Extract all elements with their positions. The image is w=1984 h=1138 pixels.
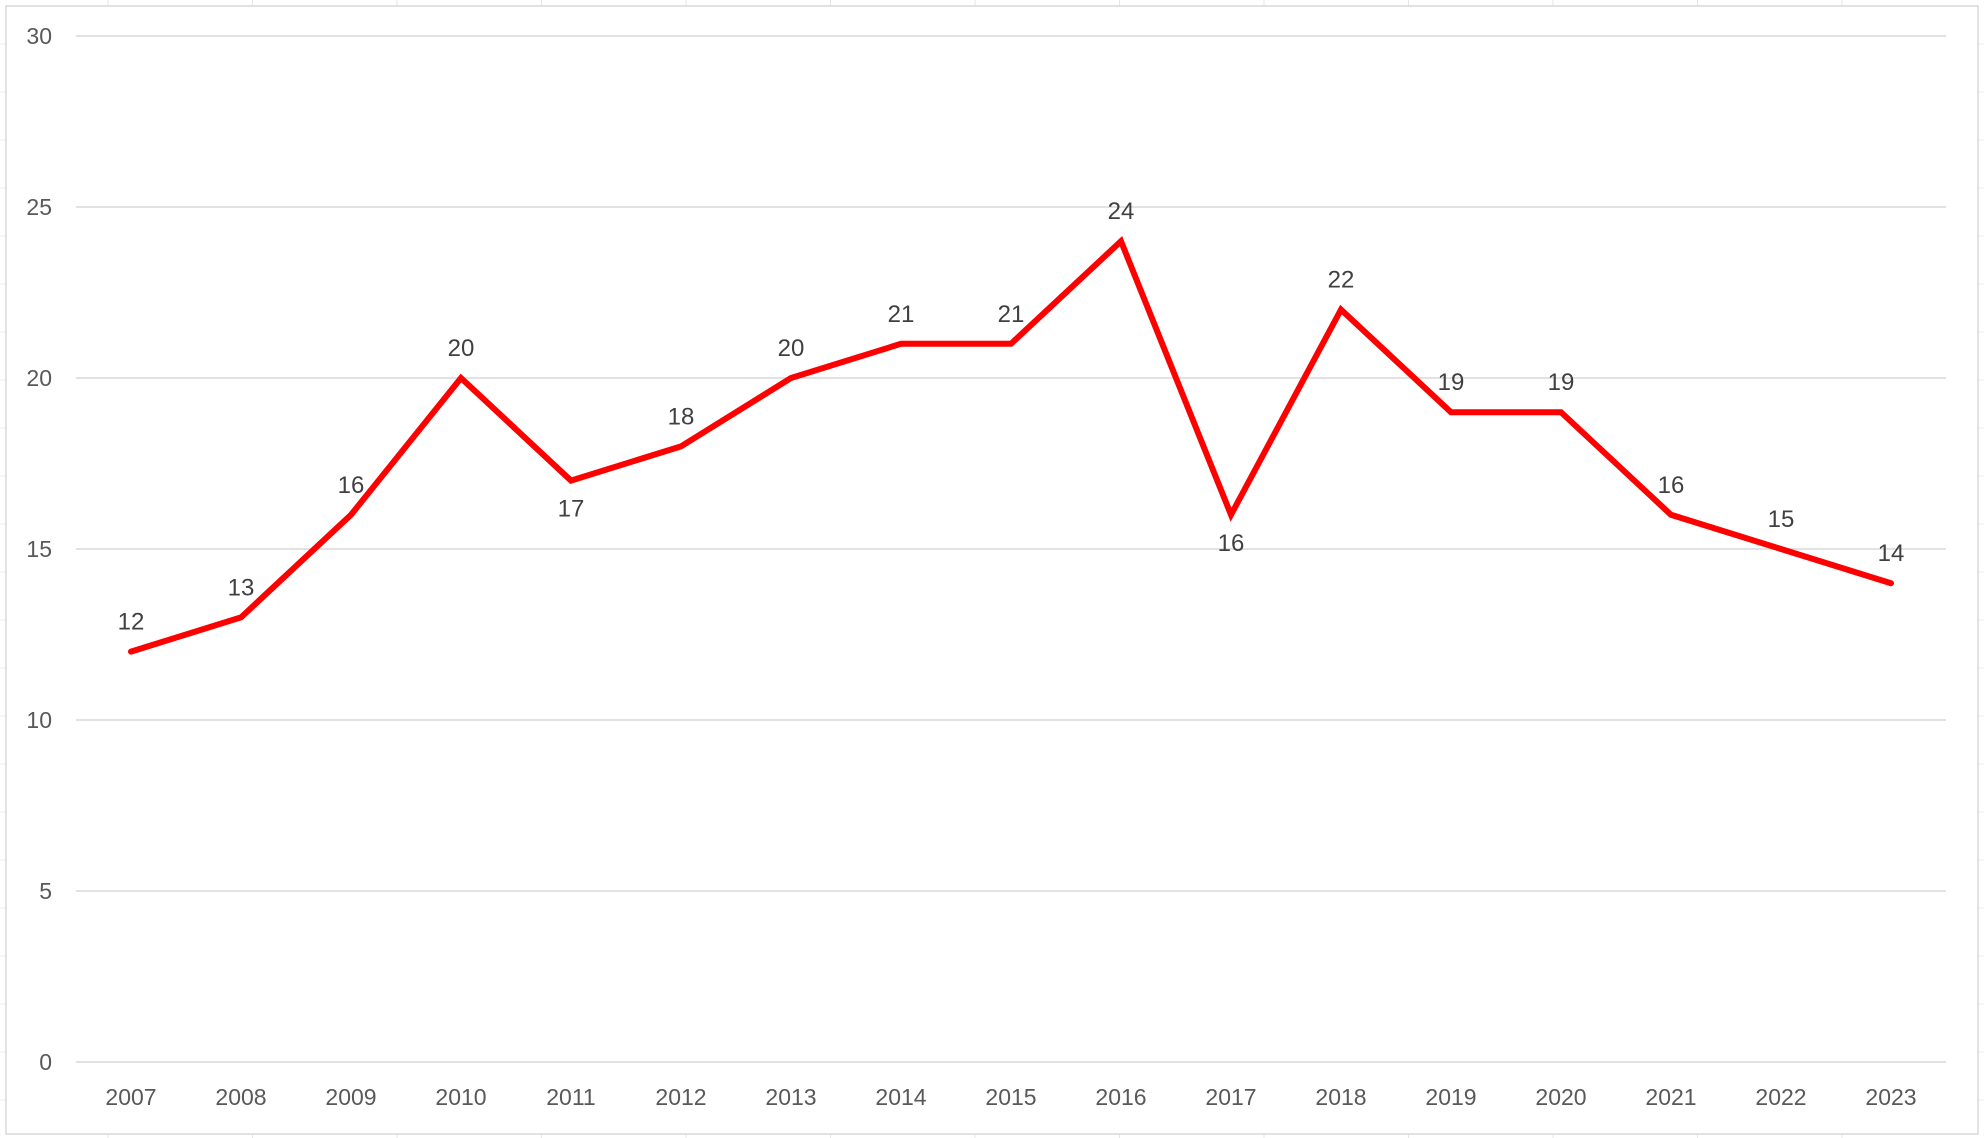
y-gridlines (76, 35, 1946, 1063)
data-label: 15 (1768, 506, 1795, 533)
chart-area[interactable] (5, 5, 1979, 1135)
x-tick-label: 2013 (765, 1084, 816, 1110)
data-label: 20 (448, 335, 475, 362)
x-tick-label: 2018 (1315, 1084, 1366, 1110)
data-label: 12 (118, 609, 145, 636)
y-tick-label: 10 (26, 707, 52, 733)
y-tick-label: 0 (39, 1049, 52, 1075)
y-tick-label: 25 (26, 194, 52, 220)
data-label: 18 (668, 403, 695, 430)
x-tick-label: 2010 (435, 1084, 486, 1110)
series-line[interactable] (128, 236, 1894, 655)
data-label: 16 (338, 472, 365, 499)
x-tick-label: 2017 (1205, 1084, 1256, 1110)
data-label: 21 (998, 301, 1025, 328)
data-label: 19 (1548, 369, 1575, 396)
y-tick-label: 5 (39, 878, 52, 904)
y-tick-label: 30 (26, 23, 52, 49)
x-tick-label: 2012 (655, 1084, 706, 1110)
y-tick-label: 20 (26, 365, 52, 391)
data-label: 22 (1328, 267, 1355, 294)
data-label: 24 (1108, 198, 1135, 225)
data-label: 17 (558, 496, 585, 523)
data-label: 16 (1658, 472, 1685, 499)
data-label: 20 (778, 335, 805, 362)
y-axis-tick-labels: 0 5 10 15 20 25 30 (26, 23, 52, 1075)
x-axis-tick-labels: 2007 2008 2009 2010 2011 2012 2013 2014 2015 2016… (105, 1084, 1916, 1110)
x-tick-label: 2014 (875, 1084, 926, 1110)
data-labels: 12 13 16 20 17 18 20 21 21 24 16 22 19 19 16 15 14 (118, 198, 1905, 635)
x-tick-label: 2022 (1755, 1084, 1806, 1110)
data-label: 14 (1878, 540, 1905, 567)
x-tick-label: 2016 (1095, 1084, 1146, 1110)
data-label: 16 (1218, 530, 1245, 557)
data-label: 21 (888, 301, 915, 328)
x-tick-label: 2008 (215, 1084, 266, 1110)
data-label: 13 (228, 574, 255, 601)
x-tick-label: 2021 (1645, 1084, 1696, 1110)
x-tick-label: 2015 (985, 1084, 1036, 1110)
data-label: 19 (1438, 369, 1465, 396)
x-tick-label: 2011 (546, 1084, 595, 1110)
x-tick-label: 2019 (1425, 1084, 1476, 1110)
x-tick-label: 2023 (1865, 1084, 1916, 1110)
y-tick-label: 15 (26, 536, 52, 562)
series-layer[interactable] (128, 236, 1894, 655)
x-tick-label: 2020 (1535, 1084, 1586, 1110)
x-tick-label: 2009 (325, 1084, 376, 1110)
x-tick-label: 2007 (105, 1084, 156, 1110)
